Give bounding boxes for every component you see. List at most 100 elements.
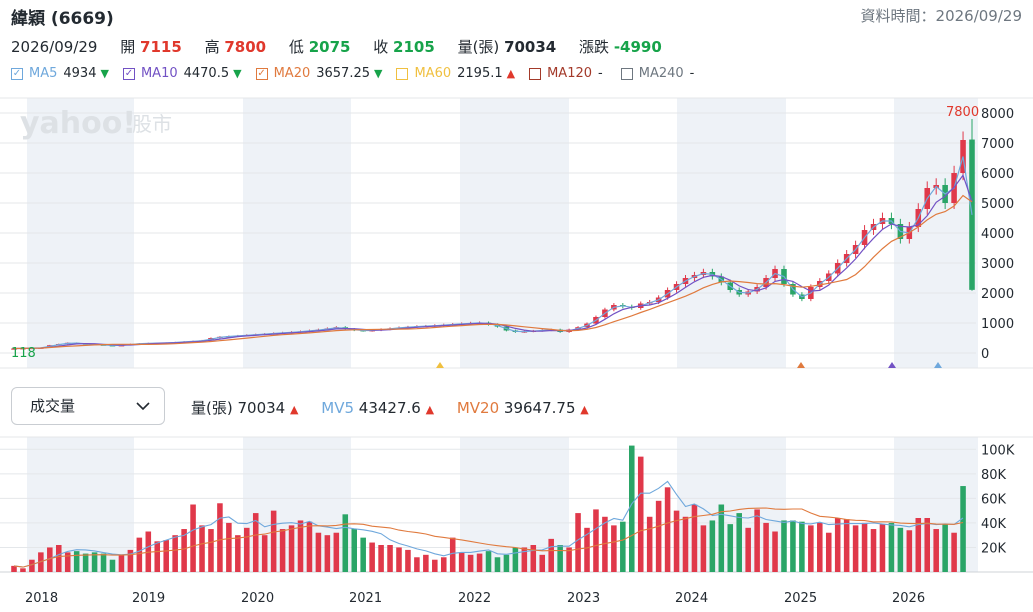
x-tick-label: 2026 [892, 591, 925, 606]
x-tick-label: 2019 [132, 591, 165, 606]
checkbox-icon[interactable] [396, 67, 409, 80]
ma-value: 4934 [63, 66, 97, 81]
checkbox-checked-icon[interactable]: ✓ [255, 67, 268, 80]
volume-bar [387, 545, 393, 572]
volume-bar [933, 529, 939, 572]
volume-label: 量(張) [457, 38, 500, 56]
volume-bar [664, 487, 671, 572]
volume-tick-label: 100K [981, 443, 1015, 458]
checkbox-checked-icon[interactable]: ✓ [122, 67, 135, 80]
volume-legend: 量(張) 70034 ▲ MV5 43427.6 ▲ MV20 39647.75… [191, 397, 607, 418]
ma-value: - [689, 66, 695, 81]
min-price-label: 118 [11, 346, 36, 361]
volume-bar [324, 535, 331, 572]
volume-bar [47, 547, 53, 572]
ma-toggle-ma60[interactable]: MA60 2195.1 ▲ [396, 66, 515, 81]
volume-bar [208, 529, 214, 572]
volume-bar [55, 545, 62, 572]
volume-bar [423, 554, 429, 572]
low-value: 2075 [308, 38, 351, 56]
volume-bar [306, 521, 313, 572]
volume-bar [405, 549, 411, 572]
volume-bar [629, 445, 635, 572]
event-marker-icon [797, 362, 805, 368]
arrow-down-icon: ▼ [374, 67, 383, 80]
volume-bar [82, 553, 89, 572]
indicator-dropdown[interactable]: 成交量 [11, 387, 165, 425]
volume-bar [181, 529, 187, 572]
volume-bar [288, 525, 295, 572]
volume-bar [718, 504, 725, 572]
volume-bar [127, 549, 134, 572]
volume-bar [700, 525, 707, 572]
price-tick-label: 7000 [981, 137, 1014, 152]
volume-bar [118, 554, 125, 572]
ma-toggle-ma10[interactable]: ✓ MA10 4470.5 ▼ [122, 66, 242, 81]
checkbox-icon[interactable] [529, 67, 542, 80]
volume-bar [593, 509, 599, 572]
volume-bar [879, 524, 886, 572]
volume-bar [476, 553, 483, 572]
x-tick-label: 2021 [349, 591, 382, 606]
change-label: 漲跌 [579, 38, 610, 56]
volume-bar [252, 513, 259, 572]
price-tick-label: 0 [981, 347, 989, 362]
volume-bar [924, 518, 931, 572]
low-label: 低 [288, 38, 304, 56]
ma-name: MA5 [29, 66, 58, 81]
price-tick-label: 2000 [981, 287, 1014, 302]
volume-bar [521, 547, 528, 572]
ma-value: 4470.5 [183, 66, 230, 81]
volume-bar [64, 552, 71, 572]
volume-bar [763, 522, 769, 572]
price-tick-label: 6000 [981, 167, 1014, 182]
checkbox-icon[interactable] [620, 67, 633, 80]
volume-bar [467, 554, 474, 572]
mv20-up-icon: ▲ [580, 403, 589, 416]
volume-bar [73, 551, 80, 572]
volume-bar [512, 547, 519, 572]
volume-tick-label: 80K [981, 468, 1007, 483]
ma-legend: ✓ MA5 4934 ▼ ✓ MA10 4470.5 ▼ ✓ MA20 3657.25 ▼ MA60 21… [11, 66, 712, 81]
vol-legend-value: 70034 [237, 399, 286, 417]
ma20-line [13, 194, 973, 350]
volume-bar [449, 537, 456, 572]
event-marker-icon [436, 362, 444, 368]
volume-bar [235, 535, 241, 572]
volume-bar [369, 542, 375, 572]
vol-up-icon: ▲ [290, 403, 299, 416]
volume-bar [333, 532, 340, 572]
volume-bar [620, 521, 626, 572]
x-tick-label: 2023 [567, 591, 600, 606]
x-tick-label: 2020 [241, 591, 274, 606]
volume-bar [655, 500, 662, 572]
ma-name: MA240 [638, 66, 684, 81]
checkbox-checked-icon[interactable]: ✓ [11, 67, 23, 80]
volume-bar [897, 527, 904, 572]
volume-bar [736, 513, 742, 572]
volume-bar [11, 565, 17, 572]
ohlc-date: 2026/09/29 [11, 38, 98, 56]
volume-bar [817, 522, 823, 572]
ma-toggle-ma240[interactable]: MA240- [620, 66, 699, 81]
ma-toggle-ma20[interactable]: ✓ MA20 3657.25 ▼ [255, 66, 383, 81]
mv5-label: MV5 [321, 399, 354, 417]
year-band [27, 437, 134, 572]
close-label: 收 [373, 38, 389, 56]
volume-bar [100, 553, 107, 572]
ma-toggle-ma5[interactable]: ✓ MA5 4934 ▼ [11, 66, 109, 81]
volume-bar [396, 547, 402, 572]
price-tick-label: 4000 [981, 227, 1014, 242]
ma-toggle-ma120[interactable]: MA120- [529, 66, 607, 81]
volume-bar [566, 547, 572, 572]
volume-bar [772, 531, 778, 572]
mv20-value: 39647.75 [503, 399, 576, 417]
volume-tick-label: 40K [981, 517, 1007, 532]
volume-bar [682, 516, 689, 572]
volume-bar [825, 532, 832, 572]
volume-bar [279, 529, 286, 572]
volume-value: 70034 [504, 38, 557, 56]
vol-legend-label: 量(張) [191, 399, 233, 417]
volume-tick-label: 60K [981, 492, 1007, 507]
